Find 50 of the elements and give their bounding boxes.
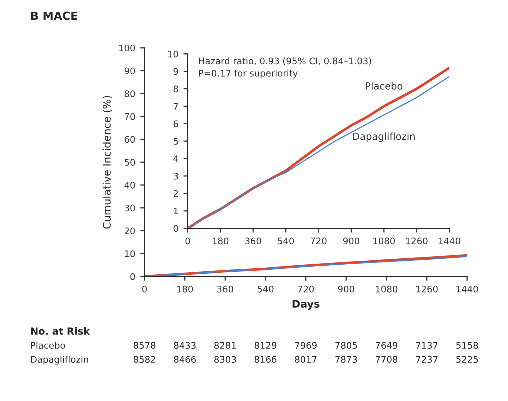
x-tick-label: 540: [278, 238, 294, 245]
y-tick-label: 10: [125, 250, 136, 258]
x-tick-label: 180: [213, 238, 229, 245]
y-tick-label: 100: [120, 44, 136, 52]
x-tick-label: 1260: [406, 238, 428, 245]
y-tick-label: 9: [174, 68, 178, 76]
x-tick-label: 720: [310, 238, 327, 245]
x-tick-label: 1440: [439, 238, 460, 245]
x-tick-label: 1260: [416, 286, 438, 293]
y-tick-label: 5: [174, 138, 178, 145]
x-tick-label: 1080: [374, 238, 396, 245]
y-axis-title: Cumulative Incidence (%): [102, 96, 112, 229]
y-tick-label: 80: [124, 90, 136, 98]
text: Placebo 8578 8433 8281 8129 7969 7805 7649 7137 5158: [31, 342, 478, 349]
annotation: Hazard ratio, 0.93 (95% CI, 0.84–1.03): [199, 58, 372, 66]
y-tick-label: 6: [174, 120, 178, 128]
x-tick-label: 180: [177, 286, 194, 293]
x-tick-label: 1080: [376, 286, 398, 293]
y-tick-label: 40: [124, 182, 136, 189]
y-tick-label: 1: [174, 208, 178, 215]
y-tick-label: 0: [130, 273, 136, 280]
x-tick-label: 540: [258, 286, 274, 293]
x-tick-label: 360: [217, 286, 234, 293]
y-tick-label: 3: [174, 172, 178, 180]
y-tick-label: 8: [174, 86, 178, 93]
x-tick-label: 0: [142, 286, 148, 293]
x-tick-label: 0: [186, 238, 190, 245]
y-tick-label: 50: [124, 159, 136, 166]
annotation: P=0.17 for superiority: [199, 70, 298, 79]
x-tick-label: 900: [338, 286, 354, 293]
y-tick-label: 90: [124, 68, 136, 75]
x-tick-label: 360: [245, 238, 262, 245]
y-tick-label: 0: [174, 225, 178, 232]
text: Dapagliflozin 8582 8466 8303 8166 8017 7873 7708 7237 5225: [31, 356, 478, 365]
y-tick-label: 70: [125, 113, 136, 120]
x-tick-label: 720: [298, 286, 314, 293]
y-tick-label: 2: [174, 190, 178, 198]
series-label: Placebo: [366, 82, 403, 90]
x-tick-label: 900: [343, 238, 360, 245]
series-label: Dapagliflozin: [354, 132, 415, 142]
x-tick-label: 1440: [456, 286, 478, 293]
text: No. at Risk: [31, 327, 90, 335]
y-tick-label: 4: [174, 156, 178, 162]
x-axis-title: Days: [292, 300, 320, 310]
text: B MACE: [32, 12, 78, 20]
y-tick-label: 7: [174, 103, 178, 110]
y-tick-label: 10: [168, 50, 178, 58]
y-tick-label: 60: [124, 136, 136, 144]
y-tick-label: 20: [124, 228, 136, 235]
y-tick-label: 30: [124, 204, 136, 212]
